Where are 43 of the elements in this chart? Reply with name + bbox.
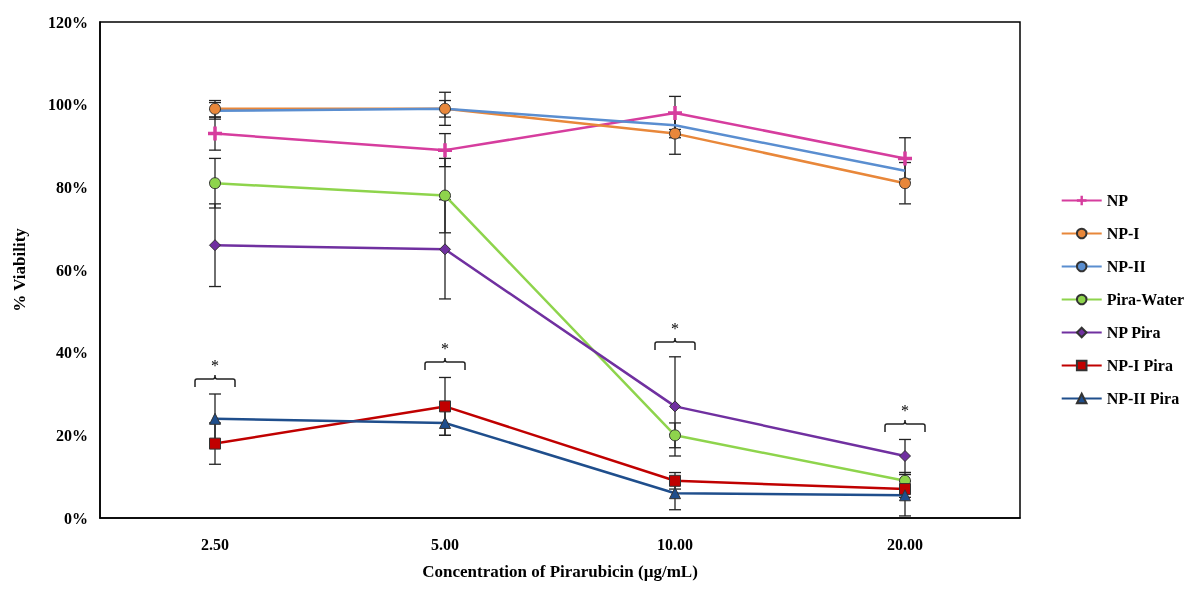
annotation: *: [901, 402, 909, 420]
legend-label: Pira-Water: [1106, 291, 1184, 308]
point: [439, 189, 451, 202]
legend-label: NP Pira: [1106, 324, 1161, 341]
point: [209, 239, 221, 252]
x-tick-label: 2.50: [201, 535, 229, 553]
y-tick-label: 0%: [64, 509, 88, 527]
point: [439, 416, 451, 429]
point: [439, 400, 451, 413]
y-axis-title: % Viability: [10, 227, 29, 312]
point: [208, 126, 222, 141]
point: [899, 177, 911, 190]
annotation: *: [671, 319, 679, 337]
annotation: *: [441, 340, 449, 358]
y-tick-label: 100%: [48, 96, 88, 114]
point: [668, 105, 682, 120]
x-tick-label: 10.00: [657, 535, 693, 553]
annotation: *: [211, 357, 219, 374]
point: [209, 412, 221, 425]
point: [669, 487, 681, 500]
legend-label: NP-I: [1106, 225, 1140, 242]
y-tick-label: 60%: [56, 261, 88, 279]
point: [209, 177, 221, 190]
point: [669, 400, 681, 413]
y-tick-label: 120%: [48, 13, 88, 31]
point: [669, 127, 681, 140]
point: [899, 450, 911, 462]
point: [438, 143, 452, 158]
x-tick-label: 20.00: [887, 535, 923, 553]
y-tick-label: 40%: [56, 344, 88, 362]
point: [439, 243, 451, 256]
point: [898, 151, 912, 166]
legend-label: NP: [1106, 192, 1129, 209]
y-tick-label: 80%: [56, 178, 88, 196]
point: [899, 489, 911, 502]
legend-label: NP-I Pira: [1106, 357, 1173, 374]
x-axis-title: Concentration of Pirarubicin (µg/mL): [422, 562, 698, 581]
point: [209, 437, 221, 450]
legend-label: NP-II Pira: [1106, 390, 1180, 407]
legend-label: NP-II: [1106, 258, 1146, 275]
point: [669, 429, 681, 442]
y-tick-label: 20%: [56, 426, 88, 444]
x-tick-label: 5.00: [431, 535, 459, 553]
